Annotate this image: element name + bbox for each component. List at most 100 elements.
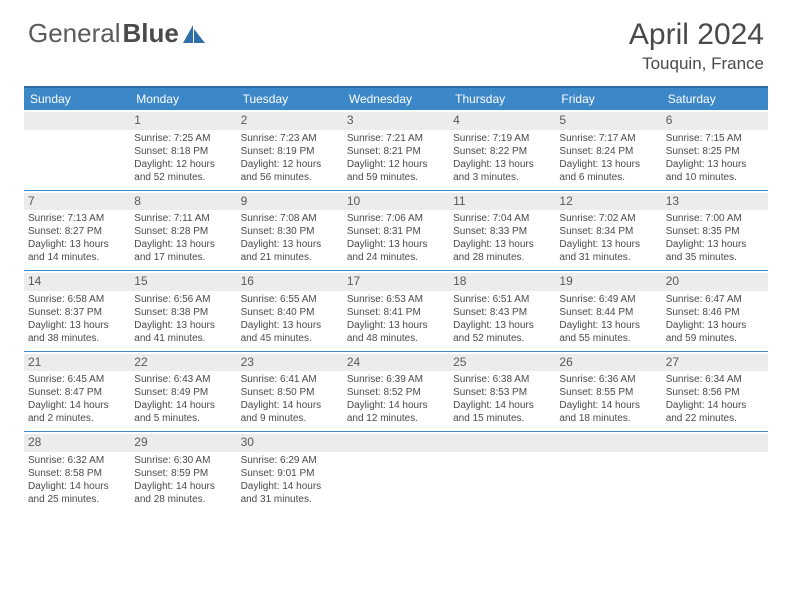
daylight-text: Daylight: 13 hours and 35 minutes. (666, 238, 764, 264)
calendar-day-cell: 11Sunrise: 7:04 AMSunset: 8:33 PMDayligh… (449, 190, 555, 271)
calendar-week-row: 28Sunrise: 6:32 AMSunset: 8:58 PMDayligh… (24, 432, 768, 512)
calendar-week-row: 7Sunrise: 7:13 AMSunset: 8:27 PMDaylight… (24, 190, 768, 271)
calendar-day-cell: 19Sunrise: 6:49 AMSunset: 8:44 PMDayligh… (555, 271, 661, 352)
sunset-text: Sunset: 8:38 PM (134, 306, 232, 319)
daylight-text: Daylight: 14 hours and 5 minutes. (134, 399, 232, 425)
sunrise-text: Sunrise: 6:56 AM (134, 293, 232, 306)
sunrise-text: Sunrise: 7:25 AM (134, 132, 232, 145)
day-number (24, 112, 130, 130)
sunset-text: Sunset: 8:27 PM (28, 225, 126, 238)
sunset-text: Sunset: 8:25 PM (666, 145, 764, 158)
weekday-header-row: Sunday Monday Tuesday Wednesday Thursday… (24, 87, 768, 110)
sunrise-text: Sunrise: 6:51 AM (453, 293, 551, 306)
sunrise-text: Sunrise: 6:41 AM (241, 373, 339, 386)
sunrise-text: Sunrise: 7:13 AM (28, 212, 126, 225)
daylight-text: Daylight: 13 hours and 38 minutes. (28, 319, 126, 345)
daylight-text: Daylight: 14 hours and 12 minutes. (347, 399, 445, 425)
sunrise-text: Sunrise: 6:43 AM (134, 373, 232, 386)
daylight-text: Daylight: 12 hours and 56 minutes. (241, 158, 339, 184)
day-number: 10 (343, 193, 449, 211)
day-number: 4 (449, 112, 555, 130)
sunrise-text: Sunrise: 7:02 AM (559, 212, 657, 225)
weekday-header: Thursday (449, 87, 555, 110)
calendar-day-cell: 21Sunrise: 6:45 AMSunset: 8:47 PMDayligh… (24, 351, 130, 432)
weekday-header: Monday (130, 87, 236, 110)
calendar-day-cell: 10Sunrise: 7:06 AMSunset: 8:31 PMDayligh… (343, 190, 449, 271)
day-number: 22 (130, 354, 236, 372)
calendar-day-cell: 28Sunrise: 6:32 AMSunset: 8:58 PMDayligh… (24, 432, 130, 512)
daylight-text: Daylight: 13 hours and 59 minutes. (666, 319, 764, 345)
sunrise-text: Sunrise: 6:49 AM (559, 293, 657, 306)
daylight-text: Daylight: 13 hours and 28 minutes. (453, 238, 551, 264)
daylight-text: Daylight: 13 hours and 21 minutes. (241, 238, 339, 264)
day-number: 25 (449, 354, 555, 372)
calendar-day-cell: 6Sunrise: 7:15 AMSunset: 8:25 PMDaylight… (662, 110, 768, 190)
sunrise-text: Sunrise: 6:45 AM (28, 373, 126, 386)
sunset-text: Sunset: 8:19 PM (241, 145, 339, 158)
daylight-text: Daylight: 13 hours and 14 minutes. (28, 238, 126, 264)
day-number: 18 (449, 273, 555, 291)
day-number: 7 (24, 193, 130, 211)
calendar-day-cell: 13Sunrise: 7:00 AMSunset: 8:35 PMDayligh… (662, 190, 768, 271)
day-number: 28 (24, 434, 130, 452)
day-number: 19 (555, 273, 661, 291)
calendar-day-cell: 16Sunrise: 6:55 AMSunset: 8:40 PMDayligh… (237, 271, 343, 352)
calendar-day-cell: 22Sunrise: 6:43 AMSunset: 8:49 PMDayligh… (130, 351, 236, 432)
sunrise-text: Sunrise: 6:53 AM (347, 293, 445, 306)
sunrise-text: Sunrise: 6:39 AM (347, 373, 445, 386)
logo-sail-icon (183, 25, 205, 43)
sunrise-text: Sunrise: 7:23 AM (241, 132, 339, 145)
day-number: 12 (555, 193, 661, 211)
daylight-text: Daylight: 13 hours and 41 minutes. (134, 319, 232, 345)
day-number: 26 (555, 354, 661, 372)
calendar-day-cell: 18Sunrise: 6:51 AMSunset: 8:43 PMDayligh… (449, 271, 555, 352)
day-number: 17 (343, 273, 449, 291)
sunrise-text: Sunrise: 6:55 AM (241, 293, 339, 306)
sunset-text: Sunset: 8:37 PM (28, 306, 126, 319)
calendar-day-cell: 25Sunrise: 6:38 AMSunset: 8:53 PMDayligh… (449, 351, 555, 432)
day-number: 5 (555, 112, 661, 130)
sunset-text: Sunset: 8:21 PM (347, 145, 445, 158)
sunset-text: Sunset: 8:59 PM (134, 467, 232, 480)
daylight-text: Daylight: 13 hours and 24 minutes. (347, 238, 445, 264)
daylight-text: Daylight: 14 hours and 18 minutes. (559, 399, 657, 425)
sunset-text: Sunset: 8:55 PM (559, 386, 657, 399)
sunrise-text: Sunrise: 6:36 AM (559, 373, 657, 386)
calendar-table: Sunday Monday Tuesday Wednesday Thursday… (24, 86, 768, 512)
calendar-day-cell: 29Sunrise: 6:30 AMSunset: 8:59 PMDayligh… (130, 432, 236, 512)
day-number: 21 (24, 354, 130, 372)
day-number: 9 (237, 193, 343, 211)
logo: GeneralBlue (28, 18, 205, 49)
day-number: 20 (662, 273, 768, 291)
daylight-text: Daylight: 14 hours and 31 minutes. (241, 480, 339, 506)
sunset-text: Sunset: 8:28 PM (134, 225, 232, 238)
calendar-week-row: 14Sunrise: 6:58 AMSunset: 8:37 PMDayligh… (24, 271, 768, 352)
daylight-text: Daylight: 13 hours and 3 minutes. (453, 158, 551, 184)
daylight-text: Daylight: 14 hours and 2 minutes. (28, 399, 126, 425)
calendar-day-cell (343, 432, 449, 512)
sunset-text: Sunset: 8:31 PM (347, 225, 445, 238)
daylight-text: Daylight: 14 hours and 9 minutes. (241, 399, 339, 425)
daylight-text: Daylight: 14 hours and 28 minutes. (134, 480, 232, 506)
sunset-text: Sunset: 8:22 PM (453, 145, 551, 158)
calendar-day-cell (449, 432, 555, 512)
day-number: 23 (237, 354, 343, 372)
calendar-day-cell: 3Sunrise: 7:21 AMSunset: 8:21 PMDaylight… (343, 110, 449, 190)
day-number: 14 (24, 273, 130, 291)
day-number (343, 434, 449, 452)
day-number: 8 (130, 193, 236, 211)
daylight-text: Daylight: 13 hours and 55 minutes. (559, 319, 657, 345)
sunrise-text: Sunrise: 6:47 AM (666, 293, 764, 306)
sunrise-text: Sunrise: 7:21 AM (347, 132, 445, 145)
calendar-day-cell: 27Sunrise: 6:34 AMSunset: 8:56 PMDayligh… (662, 351, 768, 432)
calendar-day-cell: 17Sunrise: 6:53 AMSunset: 8:41 PMDayligh… (343, 271, 449, 352)
daylight-text: Daylight: 14 hours and 22 minutes. (666, 399, 764, 425)
sunset-text: Sunset: 8:47 PM (28, 386, 126, 399)
day-number: 13 (662, 193, 768, 211)
day-number: 27 (662, 354, 768, 372)
sunrise-text: Sunrise: 6:38 AM (453, 373, 551, 386)
day-number (449, 434, 555, 452)
day-number: 6 (662, 112, 768, 130)
day-number (662, 434, 768, 452)
calendar-day-cell: 30Sunrise: 6:29 AMSunset: 9:01 PMDayligh… (237, 432, 343, 512)
